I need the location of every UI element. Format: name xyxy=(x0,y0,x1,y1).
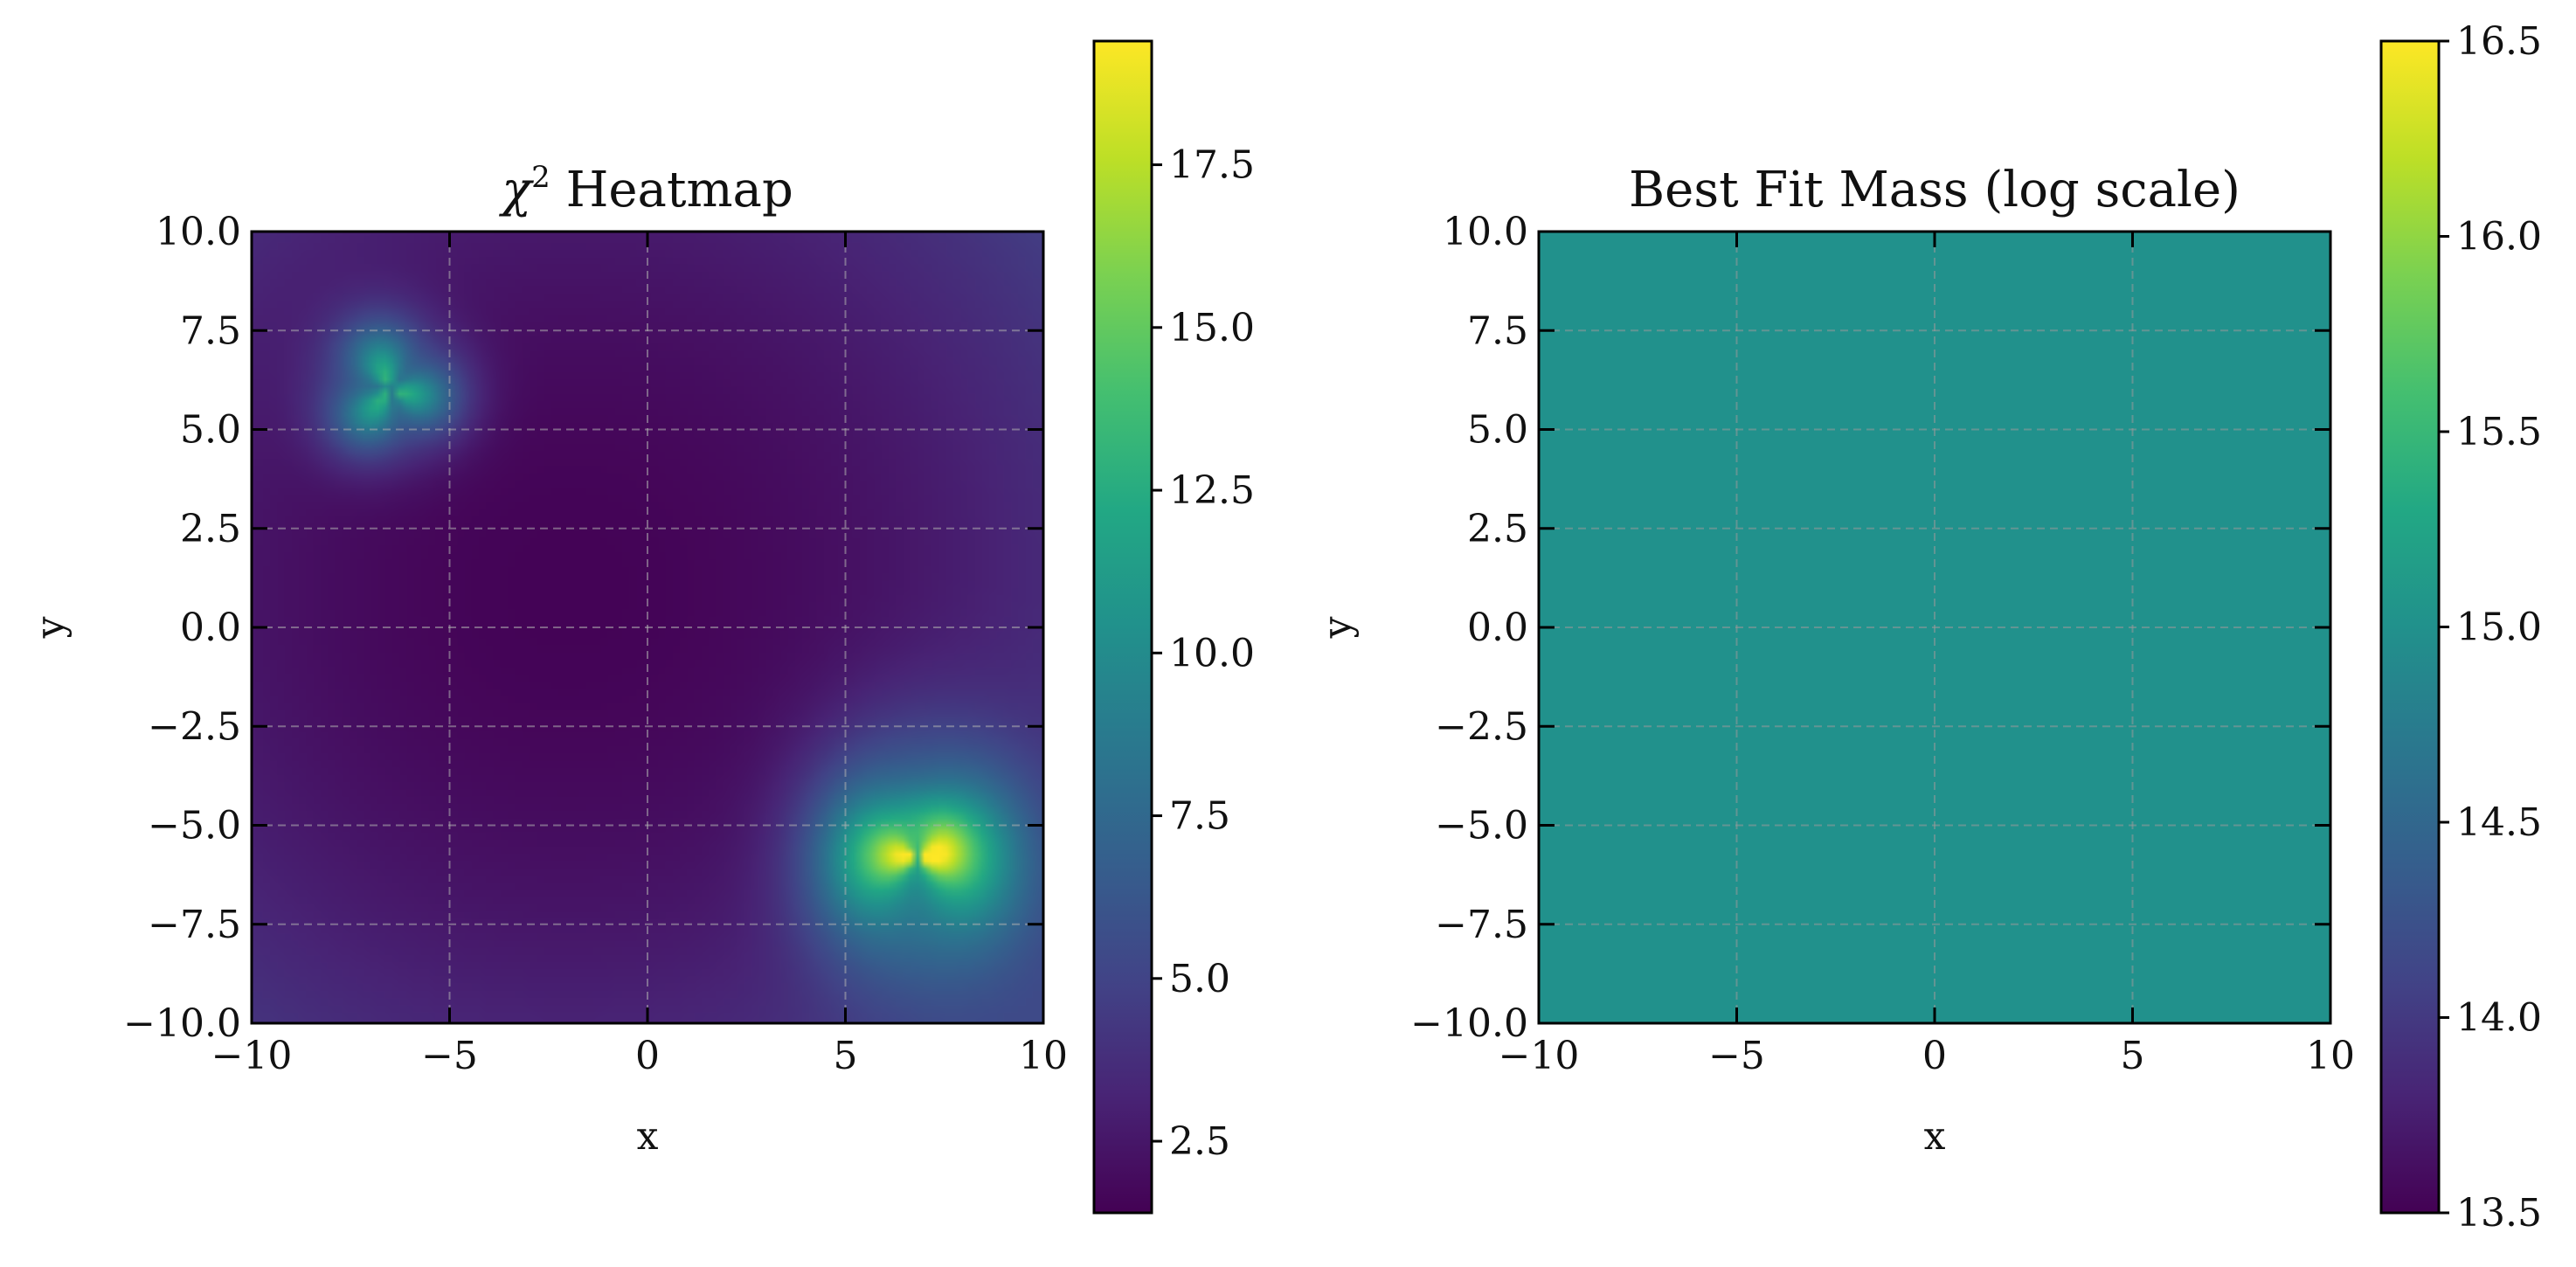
chi2-y-tick-label: −5.0 xyxy=(148,804,241,848)
chi2-x-tick-labels: −10 −5 0 5 10 xyxy=(211,1034,1068,1078)
chi2-y-tick-labels: 10.0 7.5 5.0 2.5 0.0 −2.5 −5.0 −7.5 −10.0 xyxy=(123,210,241,1046)
mass-y-tick-label: 0.0 xyxy=(1467,606,1528,650)
mass-x-tick-label: −10 xyxy=(1499,1034,1580,1078)
mass-colorbar-tick-label: 16.0 xyxy=(2456,215,2542,260)
mass-y-tick-labels: 10.0 7.5 5.0 2.5 0.0 −2.5 −5.0 −7.5 −10.0 xyxy=(1410,210,1528,1046)
chi2-colorbar xyxy=(1092,39,1153,1215)
mass-colorbar-tick-label: 13.5 xyxy=(2456,1191,2542,1236)
mass-y-tick-label: 10.0 xyxy=(1443,210,1528,254)
mass-y-tick-label: 2.5 xyxy=(1467,507,1528,551)
mass-colorbar-tick-label: 14.5 xyxy=(2456,800,2542,845)
mass-colorbar-tick-label: 16.5 xyxy=(2456,19,2542,64)
mass-y-tick-label: −10.0 xyxy=(1410,1001,1528,1046)
chi2-colorbar-ticks: 2.5 5.0 7.5 10.0 12.5 15.0 17.5 xyxy=(1152,143,1255,1164)
mass-x-tick-label: 10 xyxy=(2306,1034,2355,1078)
chi2-y-tick-label: 2.5 xyxy=(180,507,241,551)
chi2-x-tick-label: −5 xyxy=(421,1034,478,1078)
mass-heatmap-panel: Best Fit Mass (log scale) −10 −5 0 5 10 10.0… xyxy=(1315,19,2542,1236)
chi2-y-tick-label: 0.0 xyxy=(180,606,241,650)
chi2-title: χ2 Heatmap xyxy=(498,160,793,218)
mass-colorbar-tick-label: 15.0 xyxy=(2456,606,2542,650)
mass-y-tick-label: −5.0 xyxy=(1435,804,1528,848)
chi2-colorbar-tick-label: 12.5 xyxy=(1169,468,1255,513)
chi2-y-tick-label: 5.0 xyxy=(180,408,241,453)
chi2-heatmap-panel: χ2 Heatmap −10 −5 0 5 10 10.0 7.5 5.0 2.5 0.0 −2.… xyxy=(28,39,1255,1215)
chi2-y-tick-label: −2.5 xyxy=(148,704,241,749)
chi2-y-tick-label: 7.5 xyxy=(180,308,241,353)
chi2-y-tick-label: 10.0 xyxy=(156,210,241,254)
mass-colorbar-ticks: 13.5 14.0 14.5 15.0 15.5 16.0 16.5 xyxy=(2439,19,2542,1236)
mass-y-tick-label: −2.5 xyxy=(1435,704,1528,749)
chi2-x-tick-label: 10 xyxy=(1019,1034,1068,1078)
mass-y-tick-label: −7.5 xyxy=(1435,903,1528,947)
mass-x-tick-label: 0 xyxy=(1922,1034,1947,1078)
chi2-colorbar-tick-label: 5.0 xyxy=(1169,957,1230,1001)
mass-y-tick-label: 5.0 xyxy=(1467,408,1528,453)
mass-ticks xyxy=(1537,230,2332,1025)
chi2-y-tick-label: −10.0 xyxy=(123,1001,241,1046)
chi2-x-axis-label: x xyxy=(637,1114,659,1159)
mass-x-tick-labels: −10 −5 0 5 10 xyxy=(1499,1034,2355,1078)
chi2-y-axis-label: y xyxy=(28,616,73,639)
chi2-grid xyxy=(252,232,1043,1023)
mass-y-axis-label: y xyxy=(1315,616,1360,639)
chi2-colorbar-tick-label: 2.5 xyxy=(1169,1119,1230,1164)
chi2-ticks xyxy=(250,230,1045,1025)
chi2-colorbar-tick-label: 7.5 xyxy=(1169,794,1230,839)
chi2-colorbar-tick-label: 17.5 xyxy=(1169,143,1255,188)
mass-x-tick-label: 5 xyxy=(2121,1034,2145,1078)
mass-x-tick-label: −5 xyxy=(1708,1034,1765,1078)
chi2-x-tick-label: 0 xyxy=(635,1034,660,1078)
chi2-y-tick-label: −7.5 xyxy=(148,903,241,947)
chi2-colorbar-tick-label: 15.0 xyxy=(1169,306,1255,350)
mass-x-axis-label: x xyxy=(1924,1114,1946,1159)
mass-y-tick-label: 7.5 xyxy=(1467,308,1528,353)
mass-grid xyxy=(1539,232,2330,1023)
chi2-colorbar-tick-label: 10.0 xyxy=(1169,631,1255,675)
mass-colorbar xyxy=(2379,39,2441,1215)
chi2-x-tick-label: −10 xyxy=(211,1034,293,1078)
mass-title: Best Fit Mass (log scale) xyxy=(1629,162,2240,218)
mass-colorbar-tick-label: 15.5 xyxy=(2456,410,2542,454)
chi2-x-tick-label: 5 xyxy=(834,1034,858,1078)
mass-colorbar-tick-label: 14.0 xyxy=(2456,996,2542,1041)
